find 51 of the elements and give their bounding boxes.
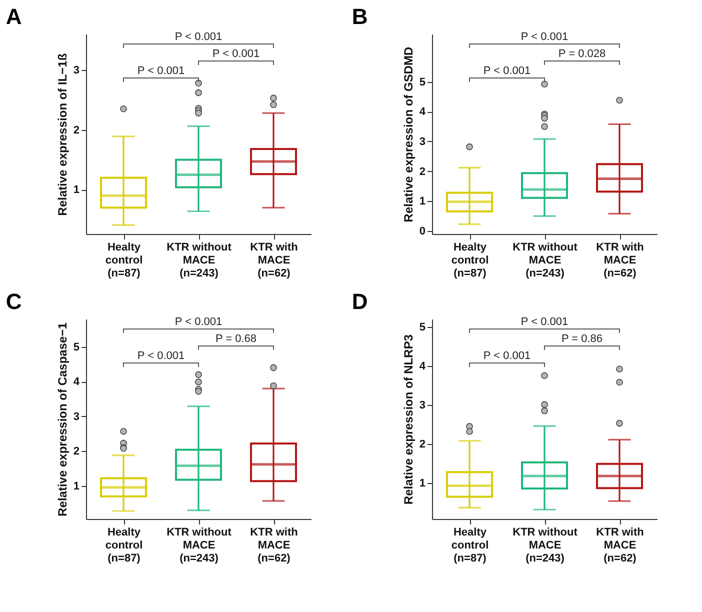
annotation: P < 0.001 [483,350,531,362]
annotation: P = 0.028 [558,48,606,60]
annotation: P < 0.001 [212,48,260,60]
y-tick-label: 1 [419,478,426,490]
y-tick-label: 5 [419,321,426,334]
y-axis-title: Relative expression of NLRP3 [401,334,416,505]
x-tick-label: KTR without MACE (n=243) [512,526,578,564]
x-tick-label: Healty control (n=87) [105,242,143,280]
chart-title: B [352,4,368,29]
y-tick-label: 5 [419,76,426,88]
y-tick-label: 2 [419,438,426,450]
annotation: P < 0.001 [137,65,185,77]
chart-title: D [352,289,368,314]
y-axis-title: Relative expression of GSDMD [401,46,416,222]
x-tick-label: KTR with MACE (n=62) [596,526,644,564]
x-tick-label: Healty control (n=87) [451,526,489,564]
annotation: P < 0.001 [174,316,222,328]
y-axis-title: Relative expression of Caspase−1 [55,322,70,516]
y-tick-label: 1 [73,480,80,492]
chart-title: C [6,289,22,314]
y-tick-label: 0 [419,226,426,238]
y-tick-label: 1 [419,196,426,208]
annotation: P < 0.001 [137,350,185,362]
x-tick-label: KTR without MACE (n=243) [166,242,232,280]
y-tick-label: 3 [73,410,80,423]
y-tick-label: 3 [419,399,426,412]
x-tick-label: Healty control (n=87) [105,526,143,564]
x-tick-label: Healty control (n=87) [451,242,489,280]
y-tick-label: 4 [419,106,426,118]
y-tick-label: 4 [73,376,80,388]
x-tick-label: KTR without MACE (n=243) [512,242,578,280]
y-tick-label: 2 [419,166,426,178]
y-axis-title: Relative expression of IL−1ß [55,53,70,216]
annotation: P < 0.001 [520,31,568,43]
y-tick-label: 5 [73,341,80,354]
x-tick-label: KTR with MACE (n=62) [596,242,644,280]
annotation: P < 0.001 [174,31,222,43]
annotation: P = 0.86 [561,333,603,345]
y-tick-label: 1 [73,184,80,196]
y-tick-label: 3 [419,136,426,148]
annotation: P < 0.001 [483,65,531,77]
x-tick-label: KTR with MACE (n=62) [250,242,298,280]
y-tick-label: 2 [73,124,80,136]
chart-title: A [6,4,22,29]
y-tick-label: 2 [73,446,80,458]
y-tick-label: 4 [419,360,426,372]
annotation: P < 0.001 [520,316,568,328]
x-tick-label: KTR without MACE (n=243) [166,526,232,564]
x-tick-label: KTR with MACE (n=62) [250,526,298,564]
y-tick-label: 3 [73,64,80,76]
annotation: P = 0.68 [215,333,257,345]
